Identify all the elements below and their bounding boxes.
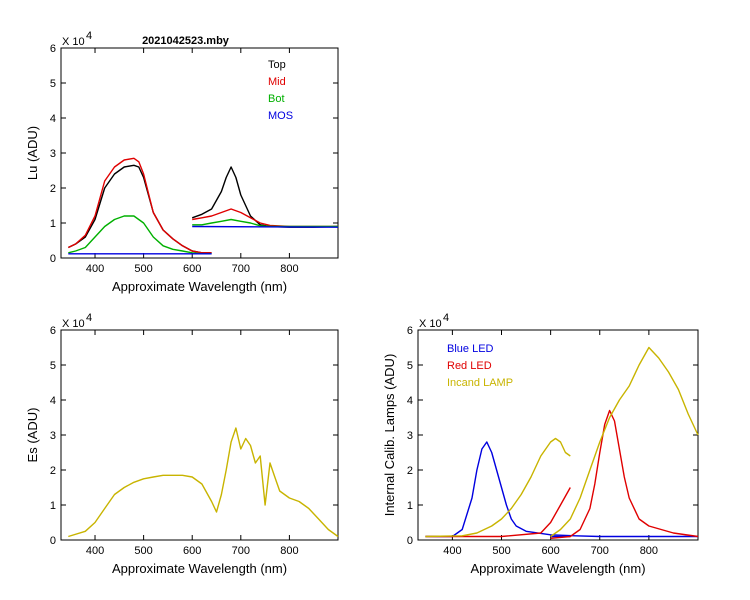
legend-entry: Red LED <box>447 360 492 372</box>
y-tick-label: 5 <box>50 360 56 372</box>
y-tick-label: 2 <box>407 465 413 477</box>
x-axis-label: Approximate Wavelength (nm) <box>112 279 287 294</box>
y-tick-label: 4 <box>50 395 56 407</box>
exponent-power: 4 <box>86 312 92 324</box>
y-tick-label: 3 <box>50 148 56 160</box>
y-tick-label: 6 <box>50 325 56 337</box>
legend-entry: Incand LAMP <box>447 377 513 389</box>
series-line-red-led2 <box>550 409 699 539</box>
series-line-mid2 <box>192 208 338 228</box>
plot-frame <box>60 329 339 541</box>
y-axis-label: Es (ADU) <box>25 408 40 463</box>
exponent-label: X 10 <box>419 318 442 330</box>
y-axis-label: Internal Calib. Lamps (ADU) <box>382 354 397 517</box>
x-tick-label: 800 <box>280 545 298 557</box>
y-tick-label: 6 <box>50 43 56 55</box>
y-tick-label: 6 <box>407 325 413 337</box>
x-tick-label: 600 <box>183 263 201 275</box>
x-tick-label: 400 <box>86 263 104 275</box>
x-tick-label: 500 <box>134 545 152 557</box>
x-tick-label: 800 <box>280 263 298 275</box>
legend-entry: Mid <box>268 76 286 88</box>
x-tick-label: 400 <box>443 545 461 557</box>
legend-entry: Bot <box>268 93 285 105</box>
y-tick-label: 4 <box>407 395 413 407</box>
y-tick-label: 1 <box>50 218 56 230</box>
series-line-mid <box>67 157 212 254</box>
series-line-es <box>68 427 339 538</box>
x-tick-label: 700 <box>232 545 250 557</box>
y-tick-label: 1 <box>407 500 413 512</box>
x-tick-label: 800 <box>640 545 658 557</box>
series-line-bot2 <box>192 218 338 228</box>
legend-entry: Top <box>268 59 286 71</box>
chart-title: 2021042523.mby <box>142 35 230 47</box>
x-tick-label: 700 <box>591 545 609 557</box>
y-tick-label: 1 <box>50 500 56 512</box>
y-tick-label: 3 <box>50 430 56 442</box>
x-tick-label: 500 <box>134 263 152 275</box>
y-tick-label: 3 <box>407 430 413 442</box>
legend-entry: Blue LED <box>447 343 494 355</box>
y-tick-label: 4 <box>50 113 56 125</box>
series-line-red-led <box>425 487 571 538</box>
y-tick-label: 0 <box>50 535 56 547</box>
y-tick-label: 5 <box>50 78 56 90</box>
x-axis-label: Approximate Wavelength (nm) <box>112 561 287 576</box>
x-axis-label: Approximate Wavelength (nm) <box>470 561 645 576</box>
x-tick-label: 700 <box>232 263 250 275</box>
series-line-top2 <box>191 166 339 228</box>
series-line-incand-lamp <box>425 437 571 538</box>
y-tick-label: 0 <box>407 535 413 547</box>
y-tick-label: 2 <box>50 465 56 477</box>
x-tick-label: 600 <box>541 545 559 557</box>
series-line-blue-led <box>425 441 698 538</box>
series-line-incand-lamp2 <box>550 346 699 538</box>
y-tick-label: 0 <box>50 253 56 265</box>
series-line-mos2 <box>192 225 339 228</box>
y-tick-label: 2 <box>50 183 56 195</box>
exponent-label: X 10 <box>62 318 85 330</box>
legend-entry: MOS <box>268 110 293 122</box>
y-axis-label: Lu (ADU) <box>25 126 40 180</box>
exponent-power: 4 <box>86 30 92 42</box>
series-line-bot <box>68 215 212 255</box>
x-tick-label: 400 <box>86 545 104 557</box>
series-line-top <box>67 164 212 254</box>
y-tick-label: 5 <box>407 360 413 372</box>
x-tick-label: 500 <box>492 545 510 557</box>
exponent-power: 4 <box>443 312 449 324</box>
x-tick-label: 600 <box>183 545 201 557</box>
exponent-label: X 10 <box>62 36 85 48</box>
